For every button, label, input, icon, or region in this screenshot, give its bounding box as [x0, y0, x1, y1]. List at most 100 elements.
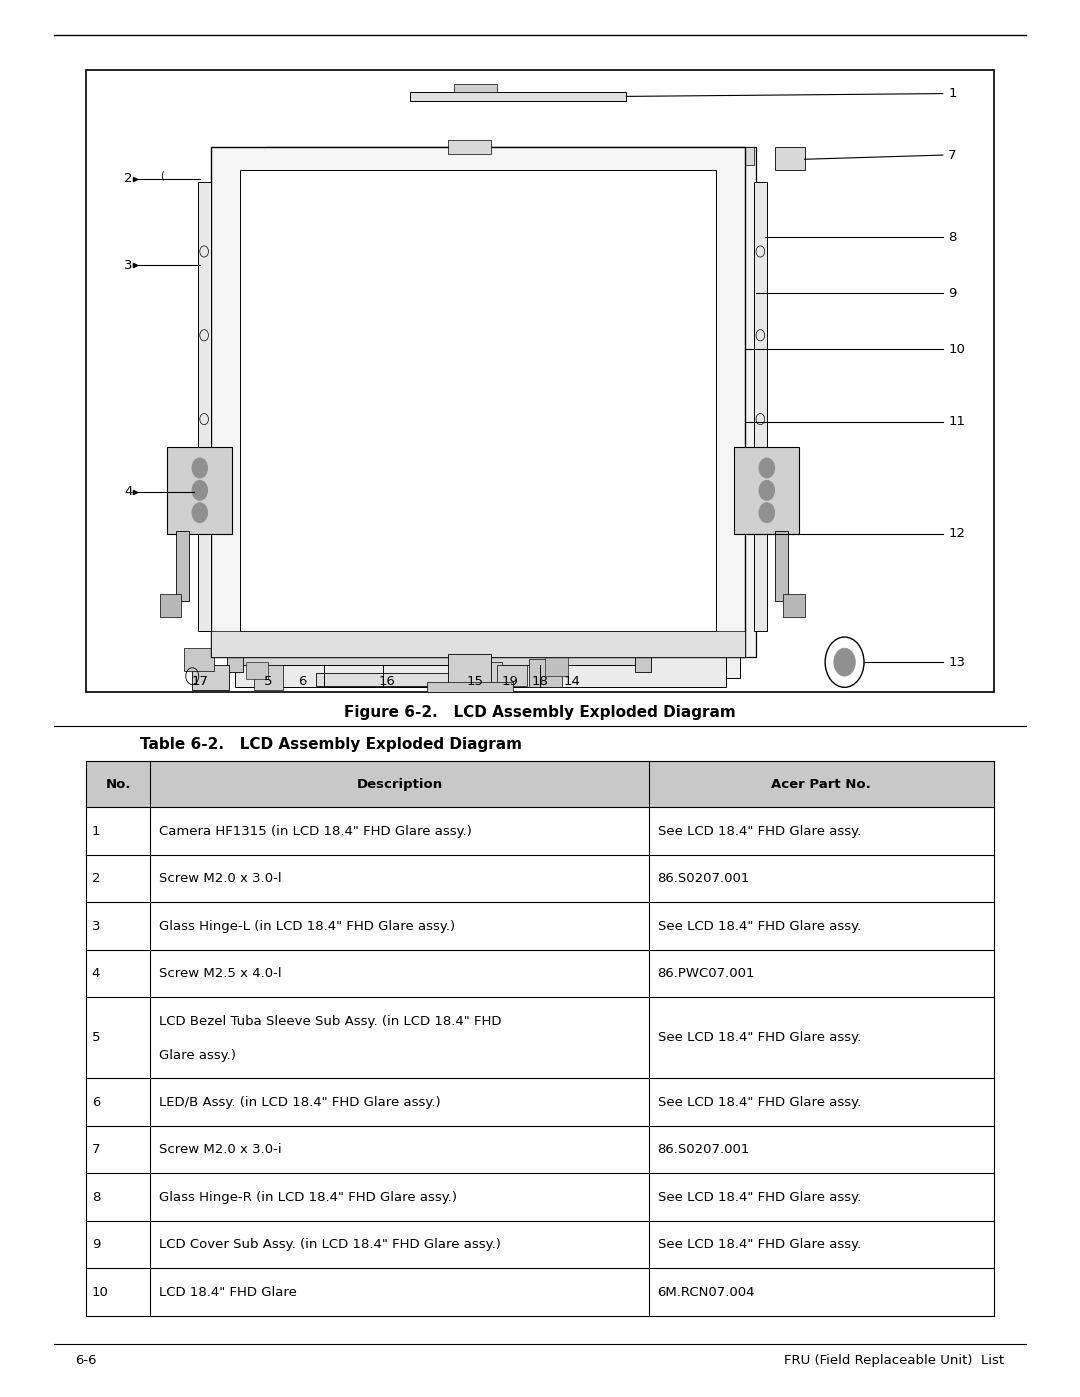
- Text: See LCD 18.4" FHD Glare assy.: See LCD 18.4" FHD Glare assy.: [658, 824, 861, 838]
- Text: 3: 3: [92, 919, 100, 933]
- Polygon shape: [211, 631, 745, 657]
- Bar: [86, 902, 994, 950]
- Circle shape: [192, 503, 207, 522]
- Text: 10: 10: [948, 342, 966, 356]
- Bar: [86, 950, 994, 997]
- Polygon shape: [783, 594, 805, 617]
- Text: 6-6: 6-6: [76, 1354, 97, 1368]
- Text: Figure 6-2.   LCD Assembly Exploded Diagram: Figure 6-2. LCD Assembly Exploded Diagra…: [345, 705, 735, 719]
- Text: See LCD 18.4" FHD Glare assy.: See LCD 18.4" FHD Glare assy.: [658, 1238, 861, 1252]
- Text: No.: No.: [106, 778, 131, 791]
- Text: 5: 5: [264, 675, 272, 689]
- Bar: [86, 807, 994, 855]
- Text: Glass Hinge-R (in LCD 18.4" FHD Glare assy.): Glass Hinge-R (in LCD 18.4" FHD Glare as…: [159, 1190, 457, 1204]
- Text: Acer Part No.: Acer Part No.: [771, 778, 872, 791]
- Text: 6: 6: [92, 1095, 100, 1109]
- Polygon shape: [454, 84, 497, 92]
- Polygon shape: [410, 92, 626, 101]
- Polygon shape: [227, 643, 243, 672]
- Text: Screw M2.0 x 3.0-l: Screw M2.0 x 3.0-l: [159, 872, 281, 886]
- Polygon shape: [184, 648, 214, 671]
- Polygon shape: [198, 182, 211, 631]
- Polygon shape: [313, 175, 464, 258]
- Text: FRU (Field Replaceable Unit)  List: FRU (Field Replaceable Unit) List: [784, 1354, 1004, 1368]
- Bar: [86, 855, 994, 902]
- Polygon shape: [268, 147, 754, 165]
- Bar: [86, 761, 994, 807]
- Bar: [86, 1173, 994, 1221]
- Polygon shape: [265, 147, 756, 657]
- Text: 16: 16: [378, 675, 395, 689]
- Text: 8: 8: [948, 231, 957, 244]
- Circle shape: [759, 458, 774, 478]
- Text: 86.S0207.001: 86.S0207.001: [658, 1143, 750, 1157]
- Polygon shape: [497, 665, 527, 686]
- Polygon shape: [448, 654, 491, 685]
- Polygon shape: [254, 665, 283, 690]
- Text: 9: 9: [92, 1238, 100, 1252]
- Text: 15: 15: [467, 675, 484, 689]
- Text: See LCD 18.4" FHD Glare assy.: See LCD 18.4" FHD Glare assy.: [658, 1031, 861, 1045]
- Text: 1: 1: [948, 87, 957, 101]
- Polygon shape: [279, 161, 743, 643]
- Text: Description: Description: [356, 778, 443, 791]
- Text: 4: 4: [124, 485, 133, 499]
- Polygon shape: [472, 662, 502, 686]
- Polygon shape: [192, 665, 229, 690]
- Polygon shape: [167, 447, 232, 534]
- Polygon shape: [775, 147, 805, 170]
- Text: 2: 2: [124, 172, 133, 186]
- Text: Camera HF1315 (in LCD 18.4" FHD Glare assy.): Camera HF1315 (in LCD 18.4" FHD Glare as…: [159, 824, 471, 838]
- Text: Screw M2.5 x 4.0-l: Screw M2.5 x 4.0-l: [159, 967, 281, 981]
- Polygon shape: [316, 673, 461, 686]
- Polygon shape: [246, 662, 268, 679]
- Bar: [86, 997, 994, 1078]
- Polygon shape: [481, 175, 632, 258]
- Circle shape: [759, 503, 774, 522]
- Text: LCD Cover Sub Assy. (in LCD 18.4" FHD Glare assy.): LCD Cover Sub Assy. (in LCD 18.4" FHD Gl…: [159, 1238, 500, 1252]
- Polygon shape: [529, 659, 562, 687]
- Circle shape: [192, 481, 207, 500]
- Text: 17: 17: [191, 675, 208, 689]
- Circle shape: [192, 458, 207, 478]
- Text: LED/B Assy. (in LCD 18.4" FHD Glare assy.): LED/B Assy. (in LCD 18.4" FHD Glare assy…: [159, 1095, 441, 1109]
- Text: 6: 6: [298, 675, 307, 689]
- Text: See LCD 18.4" FHD Glare assy.: See LCD 18.4" FHD Glare assy.: [658, 919, 861, 933]
- Text: 12: 12: [948, 527, 966, 541]
- Text: 86.S0207.001: 86.S0207.001: [658, 872, 750, 886]
- Text: 6M.RCN07.004: 6M.RCN07.004: [658, 1285, 755, 1299]
- Text: 1: 1: [92, 824, 100, 838]
- Polygon shape: [211, 147, 745, 657]
- Polygon shape: [176, 531, 189, 601]
- Text: 8: 8: [92, 1190, 100, 1204]
- Polygon shape: [427, 682, 513, 692]
- Text: See LCD 18.4" FHD Glare assy.: See LCD 18.4" FHD Glare assy.: [658, 1095, 861, 1109]
- Polygon shape: [775, 531, 788, 601]
- Circle shape: [759, 481, 774, 500]
- Text: 14: 14: [564, 675, 581, 689]
- Circle shape: [834, 648, 855, 676]
- Bar: [86, 1078, 994, 1126]
- Text: 13: 13: [948, 655, 966, 669]
- Bar: [86, 1221, 994, 1268]
- Polygon shape: [160, 594, 181, 617]
- Bar: [86, 1268, 994, 1316]
- Polygon shape: [734, 447, 799, 534]
- Text: 9: 9: [948, 286, 957, 300]
- Text: 7: 7: [92, 1143, 100, 1157]
- Polygon shape: [545, 657, 568, 676]
- Text: 2: 2: [92, 872, 100, 886]
- Text: 3: 3: [124, 258, 133, 272]
- Text: 4: 4: [92, 967, 100, 981]
- Text: Screw M2.0 x 3.0-i: Screw M2.0 x 3.0-i: [159, 1143, 281, 1157]
- Text: 7: 7: [948, 148, 957, 162]
- Text: Table 6-2.   LCD Assembly Exploded Diagram: Table 6-2. LCD Assembly Exploded Diagram: [140, 738, 523, 752]
- Polygon shape: [240, 170, 716, 631]
- Text: LCD 18.4" FHD Glare: LCD 18.4" FHD Glare: [159, 1285, 296, 1299]
- Text: See LCD 18.4" FHD Glare assy.: See LCD 18.4" FHD Glare assy.: [658, 1190, 861, 1204]
- Bar: [86, 70, 994, 692]
- Text: (: (: [160, 170, 164, 180]
- Text: Glare assy.): Glare assy.): [159, 1049, 235, 1062]
- Text: 19: 19: [501, 675, 518, 689]
- Text: Glass Hinge-L (in LCD 18.4" FHD Glare assy.): Glass Hinge-L (in LCD 18.4" FHD Glare as…: [159, 919, 455, 933]
